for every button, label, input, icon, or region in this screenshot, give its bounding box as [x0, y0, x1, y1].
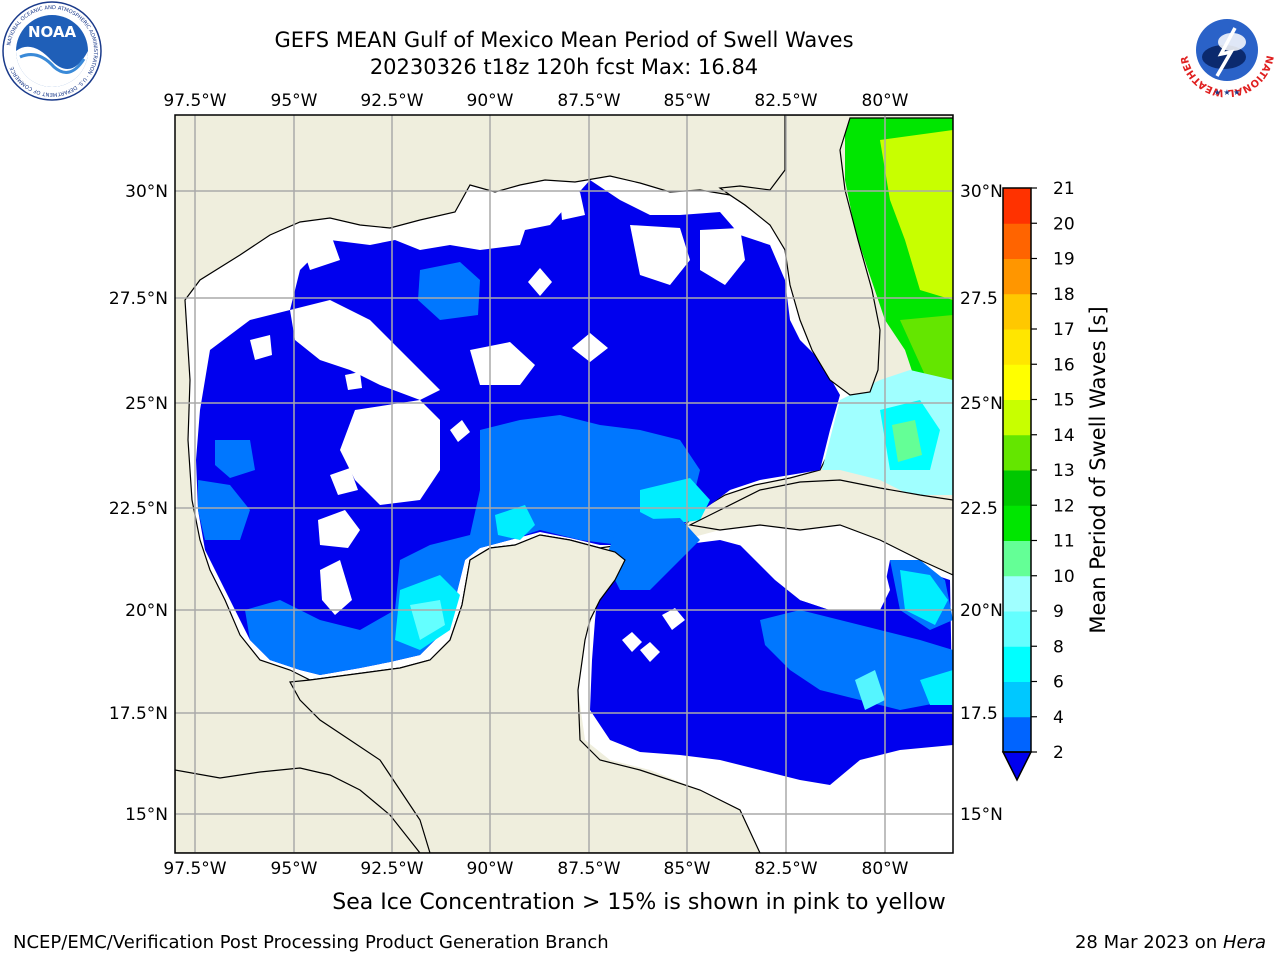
date-text: 28 Mar 2023 on — [1074, 932, 1223, 953]
colorbar-segments — [1003, 188, 1031, 753]
colorbar-tick-label: 11 — [1053, 532, 1075, 552]
land-masses — [175, 115, 953, 853]
map-title: GEFS MEAN Gulf of Mexico Mean Period of … — [274, 28, 854, 52]
colorbar-segment — [1003, 470, 1031, 506]
colorbar-segment — [1003, 575, 1031, 612]
colorbar-segment — [1003, 646, 1031, 682]
lon-label: 92.5°W — [360, 859, 423, 879]
noaa-logo-text: NOAA — [28, 23, 77, 41]
colorbar-tick-label: 21 — [1053, 179, 1075, 199]
colorbar-segment — [1003, 681, 1031, 718]
lat-label: 20°N — [125, 601, 168, 621]
colorbar-tick-label: 16 — [1053, 355, 1075, 375]
colorbar-segment — [1003, 364, 1031, 400]
lon-label: 87.5°W — [557, 859, 620, 879]
colorbar-tick-label: 9 — [1053, 602, 1064, 622]
colorbar: 2 4 6 8 9 10 11 12 13 14 15 16 17 18 19 20 21 Mean Perio… — [1001, 179, 1110, 782]
lon-label: 92.5°W — [360, 91, 423, 111]
colorbar-segment — [1003, 258, 1031, 295]
lat-label: 25°N — [125, 394, 168, 414]
colorbar-tick-label: 13 — [1053, 461, 1075, 481]
lon-label: 85°W — [664, 859, 711, 879]
colorbar-ticks: 2 4 6 8 9 10 11 12 13 14 15 16 17 18 19 20 21 — [1031, 179, 1075, 763]
colorbar-segment — [1003, 188, 1031, 224]
colorbar-segment — [1003, 716, 1031, 753]
lon-label: 82.5°W — [754, 91, 817, 111]
colorbar-segment — [1003, 399, 1031, 436]
svg-text:★ ★ ★: ★ ★ ★ — [1214, 88, 1241, 97]
colorbar-tick-label: 4 — [1053, 708, 1064, 728]
lat-label: 30°N — [960, 182, 1003, 202]
colorbar-segment — [1003, 505, 1031, 541]
credit-text: NCEP/EMC/Verification Post Processing Pr… — [13, 932, 609, 953]
colorbar-tick-label: 17 — [1053, 320, 1075, 340]
colorbar-tick-label: 19 — [1053, 250, 1075, 270]
lon-label: 80°W — [862, 91, 909, 111]
lon-label: 87.5°W — [557, 91, 620, 111]
lon-label: 80°W — [862, 859, 909, 879]
noaa-logo: NOAA NATIONAL OCEANIC AND ATMOSPHERIC AD… — [2, 1, 102, 101]
map-subtitle: 20230326 t18z 120h fcst Max: 16.84 — [369, 55, 759, 79]
lat-labels-right: 30°N 27.5 25°N 22.5 20°N 17.5 15°N — [960, 182, 1003, 825]
graticule — [175, 115, 953, 853]
cuba — [688, 479, 953, 576]
florida — [718, 115, 953, 396]
swell-field-caribbean — [590, 540, 953, 785]
colorbar-segment — [1003, 329, 1031, 365]
map-frame — [174, 114, 954, 854]
lon-label: 97.5°W — [163, 859, 226, 879]
lat-label: 22.5°N — [109, 499, 168, 519]
colorbar-segment — [1003, 293, 1031, 330]
swell-field-gulf-mid — [198, 262, 700, 675]
lat-label: 27.5 — [960, 289, 998, 309]
machine-name: Hera — [1222, 932, 1266, 953]
colorbar-segment — [1003, 540, 1031, 577]
lat-label: 30°N — [125, 182, 168, 202]
colorbar-segment — [1003, 611, 1031, 647]
lon-label: 85°W — [664, 91, 711, 111]
lat-label: 20°N — [960, 601, 1003, 621]
lon-label: 95°W — [271, 91, 318, 111]
yucatan — [175, 534, 761, 853]
sea-ice-note: Sea Ice Concentration > 15% is shown in … — [332, 890, 946, 915]
lon-label: 95°W — [271, 859, 318, 879]
date-stamp: 28 Mar 2023 on Hera — [1075, 932, 1266, 953]
colorbar-tick-label: 15 — [1053, 391, 1075, 411]
colorbar-tick-label: 10 — [1053, 567, 1075, 587]
lat-label: 17.5 — [960, 704, 998, 724]
colorbar-tick-label: 20 — [1053, 214, 1075, 234]
lat-label: 17.5°N — [109, 704, 168, 724]
lat-label: 15°N — [960, 805, 1003, 825]
lat-label: 22.5 — [960, 499, 998, 519]
lon-labels-bottom: 97.5°W 95°W 92.5°W 90°W 87.5°W 85°W 82.5… — [163, 859, 908, 879]
colorbar-segment — [1003, 223, 1031, 259]
lat-labels-left: 30°N 27.5°N 25°N 22.5°N 20°N 17.5°N 15°N — [109, 182, 168, 825]
lat-label: 15°N — [125, 805, 168, 825]
colorbar-tick-label: 18 — [1053, 285, 1075, 305]
missing-data-gulf — [250, 192, 745, 615]
colorbar-segment — [1003, 434, 1031, 471]
colorbar-tick-label: 12 — [1053, 496, 1075, 516]
colorbar-label: Mean Period of Swell Waves [s] — [1086, 306, 1110, 633]
map-area — [175, 115, 953, 853]
colorbar-tick-label: 2 — [1053, 743, 1064, 763]
colorbar-tick-label: 14 — [1053, 426, 1075, 446]
lon-labels-top: 97.5°W 95°W 92.5°W 90°W 87.5°W 85°W 82.5… — [163, 91, 908, 111]
lon-label: 97.5°W — [163, 91, 226, 111]
lon-label: 82.5°W — [754, 859, 817, 879]
lon-label: 90°W — [467, 91, 514, 111]
colorbar-tick-label: 8 — [1053, 637, 1064, 657]
missing-data-caribbean — [622, 535, 918, 672]
lat-label: 27.5°N — [109, 289, 168, 309]
colorbar-tick-label: 6 — [1053, 673, 1064, 693]
nws-logo: NATIONAL WEATHER SERVICE ★ ★ ★ — [1177, 2, 1275, 98]
colorbar-extend-triangle — [1001, 751, 1033, 782]
swell-field-caribbean-cyan — [855, 570, 953, 710]
lon-label: 90°W — [467, 859, 514, 879]
lat-label: 25°N — [960, 394, 1003, 414]
